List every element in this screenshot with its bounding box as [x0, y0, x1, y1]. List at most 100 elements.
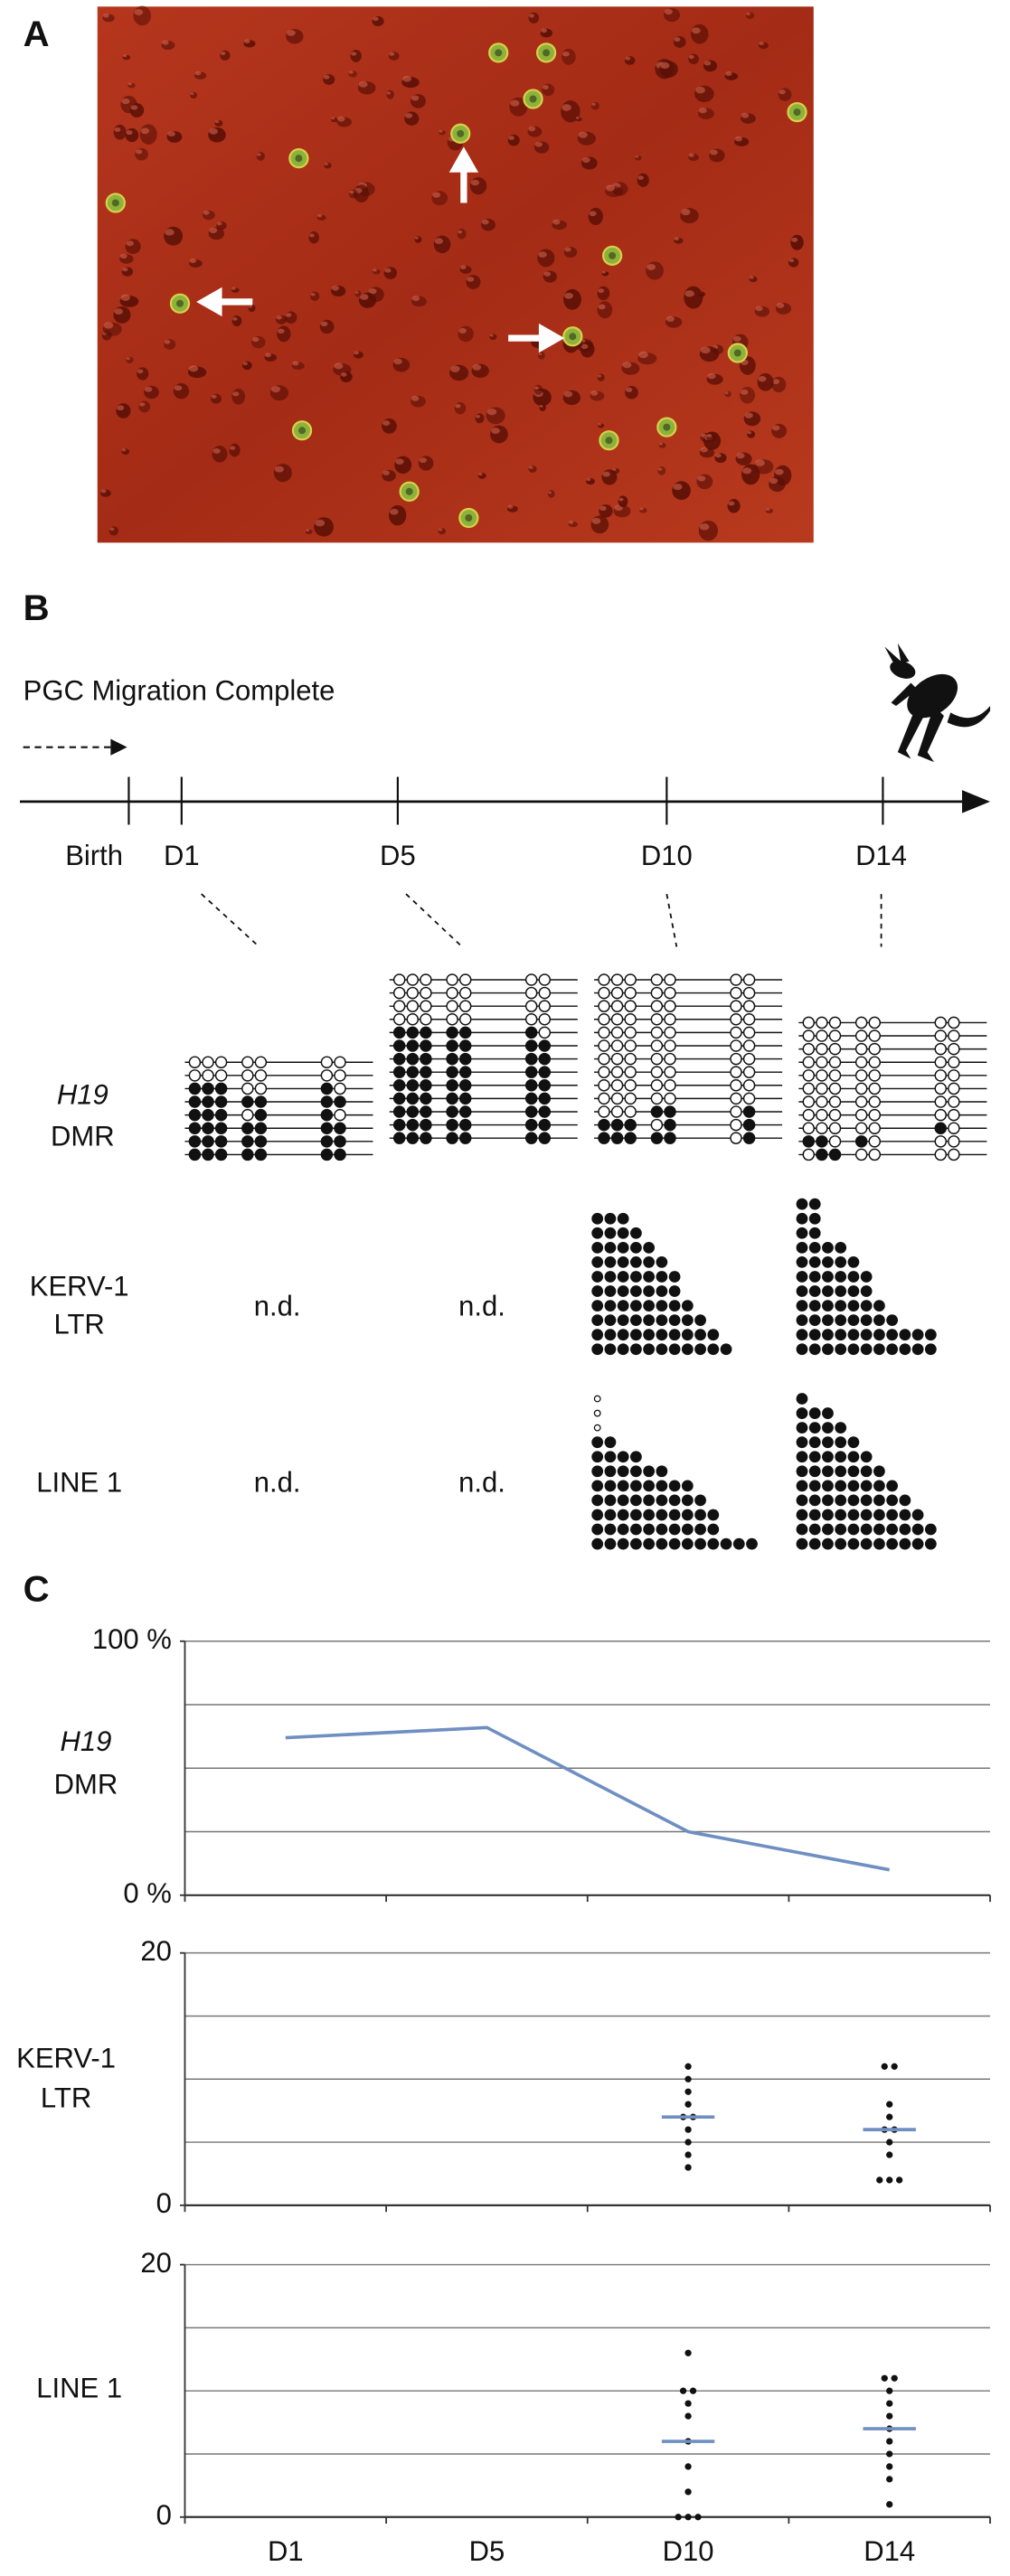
cell: [757, 372, 774, 391]
cpg-site: [320, 1056, 334, 1068]
cpg-site: [828, 1108, 842, 1122]
cpg-site: [538, 1052, 552, 1066]
stair-dot: [796, 1451, 808, 1463]
cpg-site: [802, 1029, 816, 1042]
cell: [657, 466, 666, 475]
cell-highlight: [373, 16, 379, 22]
cell-highlight: [467, 277, 475, 282]
cpg-site: [742, 1052, 756, 1066]
stair-dot: [656, 1314, 668, 1327]
cpg-site: [420, 1013, 432, 1026]
cpg-site: [214, 1082, 228, 1095]
stair-dot: [604, 1480, 617, 1492]
cpg-site: [538, 1013, 552, 1026]
cell: [137, 367, 149, 381]
cell-highlight: [393, 358, 402, 365]
stair-dot: [911, 1509, 924, 1521]
stair-dot: [668, 1314, 681, 1327]
cpg-site: [854, 1069, 868, 1082]
stair-dot: [643, 1537, 656, 1550]
cpg-site: [538, 1105, 552, 1118]
x-tick-label: D10: [663, 2535, 714, 2567]
stair-dot: [656, 1509, 668, 1521]
stair-dot: [847, 1465, 860, 1478]
cell: [433, 235, 451, 254]
cpg-site: [934, 1095, 948, 1108]
stair-dot: [796, 1285, 808, 1297]
cell-highlight: [109, 527, 115, 531]
stair-dot: [681, 1480, 694, 1492]
cell-highlight: [334, 362, 344, 370]
stair-dot: [822, 1285, 834, 1297]
cpg-site: [948, 1029, 960, 1042]
cpg-site: [624, 1105, 637, 1118]
germ-cell-core: [298, 427, 307, 435]
not-done: n.d.: [254, 1290, 301, 1321]
cpg-site: [406, 1079, 420, 1092]
cell-highlight: [354, 291, 359, 294]
cpg-site: [650, 1118, 664, 1132]
cpg-site: [458, 1092, 472, 1105]
cpg-site: [948, 1135, 960, 1148]
stair-dot: [643, 1509, 656, 1521]
cpg-site: [188, 1148, 202, 1161]
germ-cell-core: [569, 333, 577, 341]
stair-dot: [630, 1285, 642, 1297]
cell-highlight: [539, 405, 543, 408]
cpg-site: [254, 1122, 268, 1134]
cell-highlight: [310, 292, 316, 296]
germ-cell-core: [529, 95, 537, 103]
stair-dot: [808, 1343, 821, 1356]
cpg-site: [828, 1042, 842, 1056]
cell-highlight: [458, 230, 463, 234]
stair-dot: [835, 1343, 847, 1356]
cell-highlight: [285, 313, 292, 317]
cpg-site: [610, 1052, 624, 1066]
stair-dot: [707, 1343, 720, 1356]
cell-highlight: [323, 75, 330, 80]
cell: [601, 469, 618, 485]
cpg-site: [446, 1092, 458, 1105]
stair-dot: [643, 1256, 656, 1268]
cpg-site: [730, 1105, 742, 1118]
cell-highlight: [618, 497, 624, 502]
cell-highlight: [274, 465, 284, 473]
cpg-site: [816, 1056, 828, 1068]
cpg-site: [610, 1105, 624, 1118]
cell: [116, 403, 131, 418]
cell: [457, 228, 467, 240]
cpg-site: [868, 1108, 882, 1122]
arrow-head: [538, 323, 565, 353]
connector: [665, 893, 678, 947]
stair-dot: [617, 1523, 629, 1536]
cpg-site: [392, 1052, 406, 1066]
stair-dot: [808, 1494, 821, 1507]
stair-dot: [860, 1451, 873, 1463]
stair-dot: [835, 1256, 847, 1268]
cpg-site: [392, 986, 406, 1000]
cell-highlight: [287, 30, 296, 36]
stair-dot: [822, 1451, 834, 1463]
cpg-site: [446, 986, 458, 1000]
cpg-site: [868, 1135, 882, 1148]
cpg-site: [214, 1056, 228, 1068]
cpg-site: [320, 1082, 334, 1095]
stair-dot: [668, 1300, 681, 1312]
cpg-site: [868, 1069, 882, 1082]
stair-dot: [860, 1285, 873, 1297]
cpg-site: [598, 1013, 610, 1026]
cell-highlight: [673, 483, 683, 491]
x-tick-label: D1: [268, 2535, 304, 2567]
cpg-site: [320, 1069, 334, 1082]
cpg-site: [334, 1135, 346, 1148]
arrow-head: [196, 287, 222, 317]
cpg-site: [320, 1148, 334, 1161]
cell: [394, 456, 412, 475]
cpg-site: [868, 1016, 882, 1029]
cell-highlight: [242, 362, 248, 366]
stair-dot: [591, 1480, 604, 1492]
cpg-site: [420, 1026, 432, 1039]
cpg-site: [854, 1095, 868, 1108]
stair-dot: [911, 1523, 924, 1536]
cpg-site: [334, 1148, 346, 1161]
